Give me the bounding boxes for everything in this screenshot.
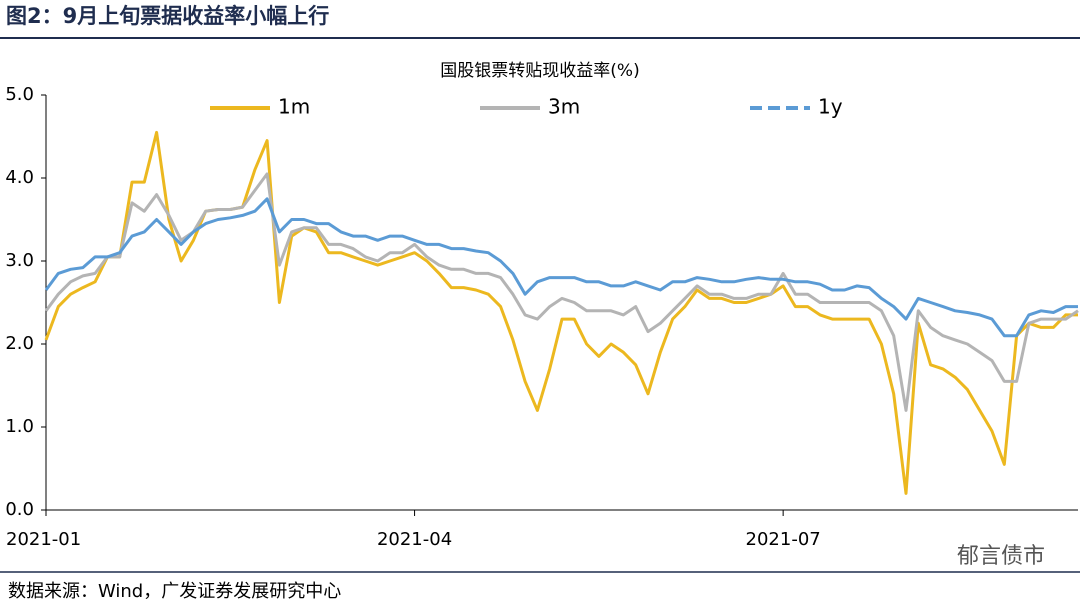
y-tick-label: 0.0 <box>5 499 34 520</box>
y-tick-label: 1.0 <box>5 416 34 437</box>
source-note: 数据来源：Wind，广发证券发展研究中心 <box>8 581 341 602</box>
y-tick-label: 2.0 <box>5 333 34 354</box>
chart-title: 国股银票转贴现收益率(%) <box>440 61 639 81</box>
x-tick-label: 2021-04 <box>377 529 452 550</box>
y-tick-label: 5.0 <box>5 84 34 105</box>
y-tick-label: 3.0 <box>5 250 34 271</box>
legend-label: 1y <box>818 95 843 119</box>
series-line <box>44 197 1078 338</box>
y-tick-label: 4.0 <box>5 167 34 188</box>
watermark: 郁言债市 <box>957 544 1045 569</box>
legend-label: 1m <box>278 95 310 119</box>
x-tick-label: 2021-01 <box>6 529 81 550</box>
x-tick-label: 2021-07 <box>746 529 821 550</box>
series-line <box>44 172 1079 412</box>
legend-label: 3m <box>548 95 580 119</box>
figure-title: 图2：9月上旬票据收益率小幅上行 <box>6 4 329 28</box>
